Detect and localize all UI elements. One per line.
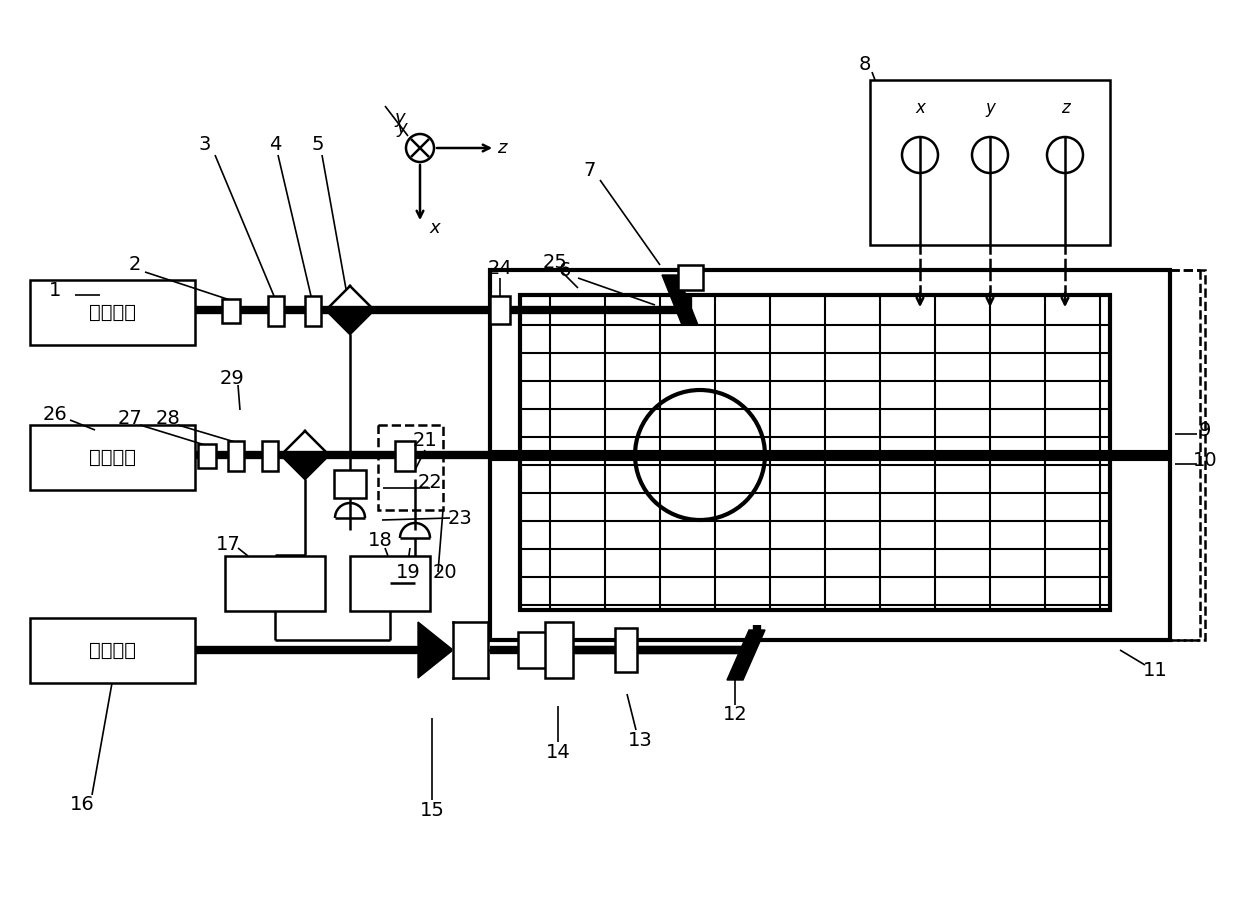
Text: 10: 10 [1193, 450, 1218, 469]
Bar [1171, 270, 1205, 640]
Text: z: z [1060, 99, 1069, 117]
Bar [305, 296, 321, 326]
Text: x: x [915, 99, 925, 117]
Text: 1: 1 [48, 280, 61, 299]
Text: 23: 23 [448, 508, 472, 527]
Text: 21: 21 [413, 431, 438, 450]
Bar [378, 425, 443, 510]
Text: 数据记录: 数据记录 [89, 641, 136, 660]
Polygon shape [727, 630, 765, 680]
Text: 8: 8 [859, 56, 872, 75]
Text: 25: 25 [543, 252, 568, 271]
Text: 2: 2 [129, 256, 141, 275]
Text: 18: 18 [367, 531, 392, 550]
Bar [268, 296, 284, 326]
Bar [490, 296, 510, 324]
Bar [678, 265, 703, 290]
Bar [520, 295, 1110, 610]
Text: 15: 15 [419, 800, 444, 820]
Text: y: y [394, 109, 405, 127]
Bar [262, 441, 278, 471]
Text: y: y [397, 119, 407, 137]
Text: 6: 6 [559, 260, 572, 279]
Bar [350, 556, 430, 611]
Text: 19: 19 [396, 562, 420, 581]
Bar [30, 425, 195, 490]
Bar [30, 618, 195, 683]
Bar [224, 556, 325, 611]
Text: 7: 7 [584, 160, 596, 179]
Text: 29: 29 [219, 369, 244, 387]
Text: 11: 11 [1142, 660, 1167, 679]
Text: 26: 26 [42, 405, 67, 424]
Text: y: y [985, 99, 994, 117]
Text: 24: 24 [487, 259, 512, 278]
Bar [546, 622, 573, 678]
Polygon shape [418, 622, 453, 678]
Text: x: x [430, 219, 440, 237]
Bar [490, 270, 1171, 640]
Bar [518, 632, 546, 668]
Bar [334, 470, 366, 498]
Text: 4: 4 [269, 135, 281, 154]
Text: 3: 3 [198, 135, 211, 154]
Polygon shape [662, 275, 698, 325]
Bar [870, 80, 1110, 245]
Bar [615, 628, 637, 672]
Text: 16: 16 [69, 796, 94, 815]
Bar [30, 280, 195, 345]
Bar [396, 441, 415, 471]
Text: 14: 14 [546, 742, 570, 761]
Bar [228, 441, 244, 471]
Text: 9: 9 [1199, 421, 1211, 440]
Text: 20: 20 [433, 562, 458, 581]
Text: 17: 17 [216, 535, 241, 554]
Polygon shape [453, 622, 489, 678]
Text: z: z [497, 139, 507, 157]
Bar [222, 299, 241, 323]
Text: 27: 27 [118, 408, 143, 427]
Text: 12: 12 [723, 705, 748, 724]
Text: 28: 28 [156, 408, 180, 427]
Bar [198, 444, 216, 468]
Text: 检测激光: 检测激光 [89, 303, 136, 322]
Polygon shape [326, 310, 374, 334]
Text: 5: 5 [311, 135, 324, 154]
Polygon shape [281, 455, 329, 479]
Text: 抽运激光: 抽运激光 [89, 448, 136, 467]
Text: 13: 13 [627, 731, 652, 750]
Text: 22: 22 [418, 472, 443, 492]
